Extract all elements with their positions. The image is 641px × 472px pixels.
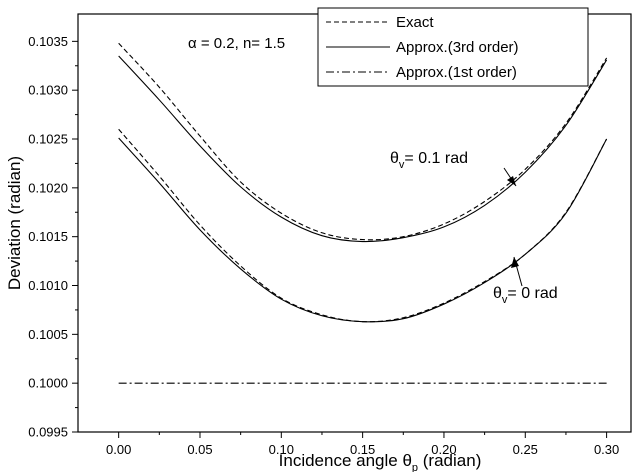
y-tick-label: 0.1020 (28, 180, 68, 195)
annotation-theta-v-0: θv= 0 rad (493, 256, 558, 306)
annotation-arrowhead-theta-v-0.1 (507, 176, 516, 186)
series-line-0-dashed (118, 42, 608, 241)
x-axis-label-unit: (radian) (418, 451, 481, 470)
y-tick-label: 0.0995 (28, 425, 68, 440)
y-tick-label: 0.1030 (28, 83, 68, 98)
y-tick-label: 0.1000 (28, 376, 68, 391)
x-tick-label: 0.20 (431, 442, 456, 457)
x-tick-label: 0.30 (594, 442, 619, 457)
annotation-theta-v-0.1: θv= 0.1 rad (390, 150, 517, 187)
x-tick-label: 0.00 (106, 442, 131, 457)
legend-label-1st-order: Approx.(1st order) (396, 64, 517, 81)
x-axis-label: Incidence angle θp (radian) (279, 451, 482, 472)
x-tick-label: 0.05 (187, 442, 212, 457)
x-tick-label: 0.10 (269, 442, 294, 457)
legend-label-exact: Exact (396, 14, 434, 31)
axis-ticks: 0.00 0.05 0.10 0.15 0.20 0.25 0.30 0.0995 0.1000… (28, 34, 619, 457)
series-line-3-solid (118, 137, 608, 323)
x-tick-label: 0.25 (513, 442, 538, 457)
annotation-arrowhead-theta-v-0 (511, 257, 519, 268)
series-group (118, 42, 608, 384)
y-tick-label: 0.1010 (28, 278, 68, 293)
x-axis-label-subscript: p (412, 462, 418, 472)
y-tick-label: 0.1005 (28, 327, 68, 342)
series-line-1-solid (118, 55, 608, 243)
x-axis-label-main: Incidence angle θ (279, 451, 412, 470)
legend: Exact Approx.(3rd order) Approx.(1st ord… (317, 7, 589, 87)
y-axis-label: Deviation (radian) (5, 156, 24, 290)
parameters-label: α = 0.2, n= 1.5 (188, 35, 285, 52)
y-tick-label: 0.1025 (28, 132, 68, 147)
x-tick-label: 0.15 (350, 442, 375, 457)
annotation-label-theta-v-0.1: θv= 0.1 rad (390, 150, 468, 171)
legend-label-3rd-order: Approx.(3rd order) (396, 39, 519, 56)
y-tick-label: 0.1035 (28, 34, 68, 49)
annotation-label-theta-v-0: θv= 0 rad (493, 285, 558, 306)
y-tick-label: 0.1015 (28, 229, 68, 244)
